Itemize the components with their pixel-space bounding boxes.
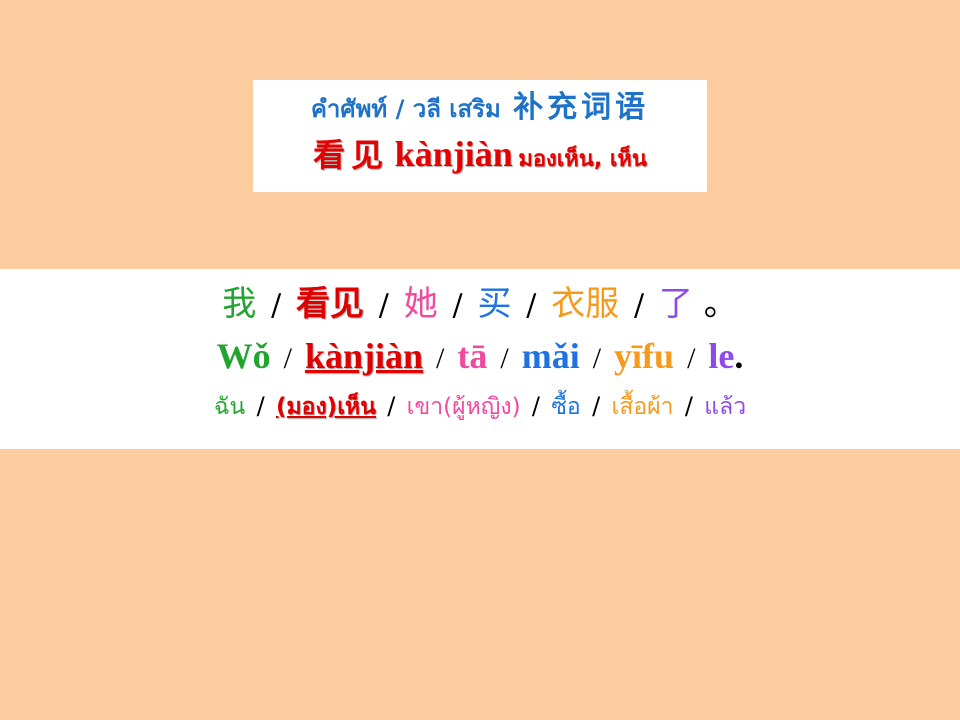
vocab-word-thai: มองเห็น, เห็น bbox=[518, 147, 647, 172]
pinyin-word-6: le bbox=[708, 336, 735, 376]
thai-word-6: แล้ว bbox=[704, 394, 747, 420]
hanzi-word-6: 了 bbox=[658, 284, 693, 324]
separator: / bbox=[592, 392, 601, 420]
pinyin-word-3: tā bbox=[457, 336, 488, 376]
separator: / bbox=[500, 342, 509, 375]
pinyin-end-mark: . bbox=[734, 336, 744, 376]
separator: / bbox=[634, 288, 645, 323]
hanzi-end-mark: 。 bbox=[703, 284, 738, 324]
hanzi-word-1: 我 bbox=[222, 284, 257, 324]
pinyin-word-5: yīfu bbox=[614, 336, 675, 376]
separator: / bbox=[271, 288, 282, 323]
pinyin-word-2: kànjiàn bbox=[304, 336, 424, 376]
vocab-heading-thai: คำศัพท์ / วลี เสริม bbox=[310, 95, 501, 123]
thai-word-2: (มอง)เห็น bbox=[275, 394, 376, 420]
separator: / bbox=[387, 392, 396, 420]
hanzi-word-2: 看见 bbox=[295, 284, 364, 324]
vocab-word-pinyin: kànjiàn bbox=[394, 134, 513, 174]
separator: / bbox=[256, 392, 265, 420]
vocab-heading-chinese: 补充词语 bbox=[513, 90, 650, 125]
separator: / bbox=[526, 288, 537, 323]
vocab-heading: คำศัพท์ / วลี เสริม 补充词语 bbox=[253, 88, 707, 129]
sentence-hanzi-row: 我 / 看见 / 她 / 买 / 衣服 / 了 。 bbox=[0, 281, 960, 329]
separator: / bbox=[452, 288, 463, 323]
pinyin-word-4: mǎi bbox=[521, 336, 580, 376]
separator: / bbox=[378, 288, 389, 323]
separator: / bbox=[436, 342, 445, 375]
pinyin-word-1: Wǒ bbox=[216, 336, 271, 376]
example-sentence-panel: 我 / 看见 / 她 / 买 / 衣服 / 了 。 Wǒ / kànjiàn /… bbox=[0, 269, 960, 449]
separator: / bbox=[283, 342, 292, 375]
hanzi-word-3: 她 bbox=[403, 284, 438, 324]
separator: / bbox=[687, 342, 696, 375]
separator: / bbox=[531, 392, 540, 420]
hanzi-word-4: 买 bbox=[477, 284, 512, 324]
vocab-box: คำศัพท์ / วลี เสริม 补充词语 看见 kànjiàn มองเ… bbox=[253, 80, 707, 192]
thai-word-1: ฉัน bbox=[213, 394, 246, 420]
sentence-thai-row: ฉัน / (มอง)เห็น / เขา(ผู้หญิง) / ซื้อ / … bbox=[0, 384, 960, 429]
separator: / bbox=[684, 392, 693, 420]
vocab-word-chinese: 看见 bbox=[313, 136, 390, 174]
sentence-pinyin-row: Wǒ / kànjiàn / tā / mǎi / yīfu / le. bbox=[0, 331, 960, 384]
vocab-word: 看见 kànjiàn มองเห็น, เห็น bbox=[253, 129, 707, 186]
hanzi-word-5: 衣服 bbox=[551, 284, 620, 324]
separator: / bbox=[592, 342, 602, 375]
thai-word-5: เสื้อผ้า bbox=[611, 394, 674, 420]
thai-word-3: เขา(ผู้หญิง) bbox=[406, 394, 521, 420]
thai-word-4: ซื้อ bbox=[551, 394, 581, 420]
